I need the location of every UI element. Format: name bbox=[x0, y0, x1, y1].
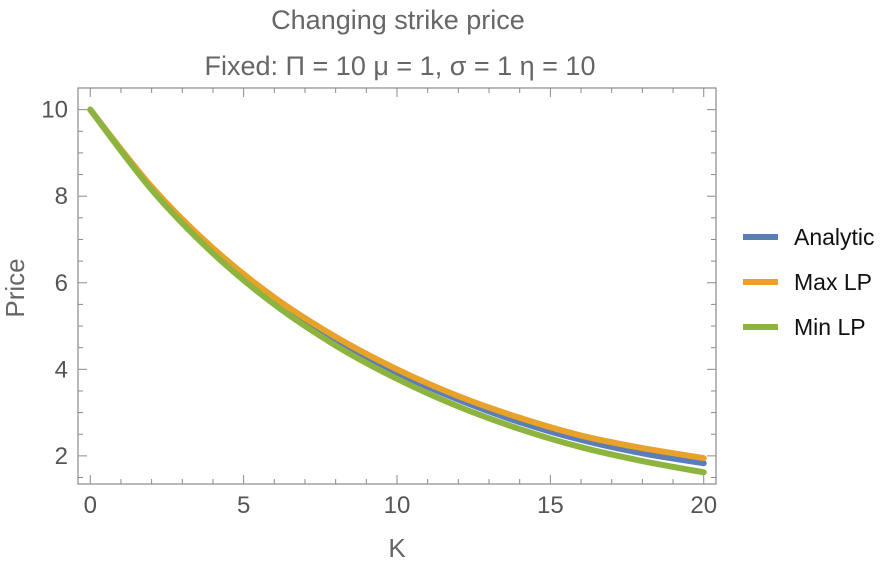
series-lines bbox=[87, 106, 707, 476]
legend: Analytic Max LP Min LP bbox=[743, 224, 875, 340]
axis-ticks bbox=[78, 87, 716, 484]
chart-subtitle: Fixed: Π = 10 μ = 1, σ = 1 η = 10 bbox=[205, 51, 596, 81]
series-line-analytic bbox=[87, 106, 707, 467]
y-tick-label: 2 bbox=[55, 443, 68, 470]
x-tick-label: 5 bbox=[237, 492, 250, 519]
x-tick-label: 10 bbox=[384, 492, 411, 519]
legend-label-max-lp: Max LP bbox=[794, 269, 872, 295]
x-axis-label: K bbox=[388, 533, 406, 563]
x-tick-label: 0 bbox=[84, 492, 97, 519]
legend-label-min-lp: Min LP bbox=[794, 314, 866, 340]
chart-title: Changing strike price bbox=[271, 5, 525, 35]
series-line-max-lp bbox=[87, 106, 707, 462]
x-tick-label: 15 bbox=[537, 492, 564, 519]
y-tick-label: 8 bbox=[55, 183, 68, 210]
series-line-min-lp bbox=[87, 106, 707, 476]
y-axis-label: Price bbox=[0, 258, 30, 317]
tick-labels: 0 5 10 15 20 2 4 6 8 10 bbox=[41, 97, 717, 519]
y-tick-label: 4 bbox=[55, 356, 68, 383]
plot-frame bbox=[77, 87, 717, 485]
x-tick-label: 20 bbox=[690, 492, 717, 519]
legend-label-analytic: Analytic bbox=[794, 224, 875, 250]
y-tick-label: 10 bbox=[41, 97, 68, 124]
y-tick-label: 6 bbox=[55, 270, 68, 297]
